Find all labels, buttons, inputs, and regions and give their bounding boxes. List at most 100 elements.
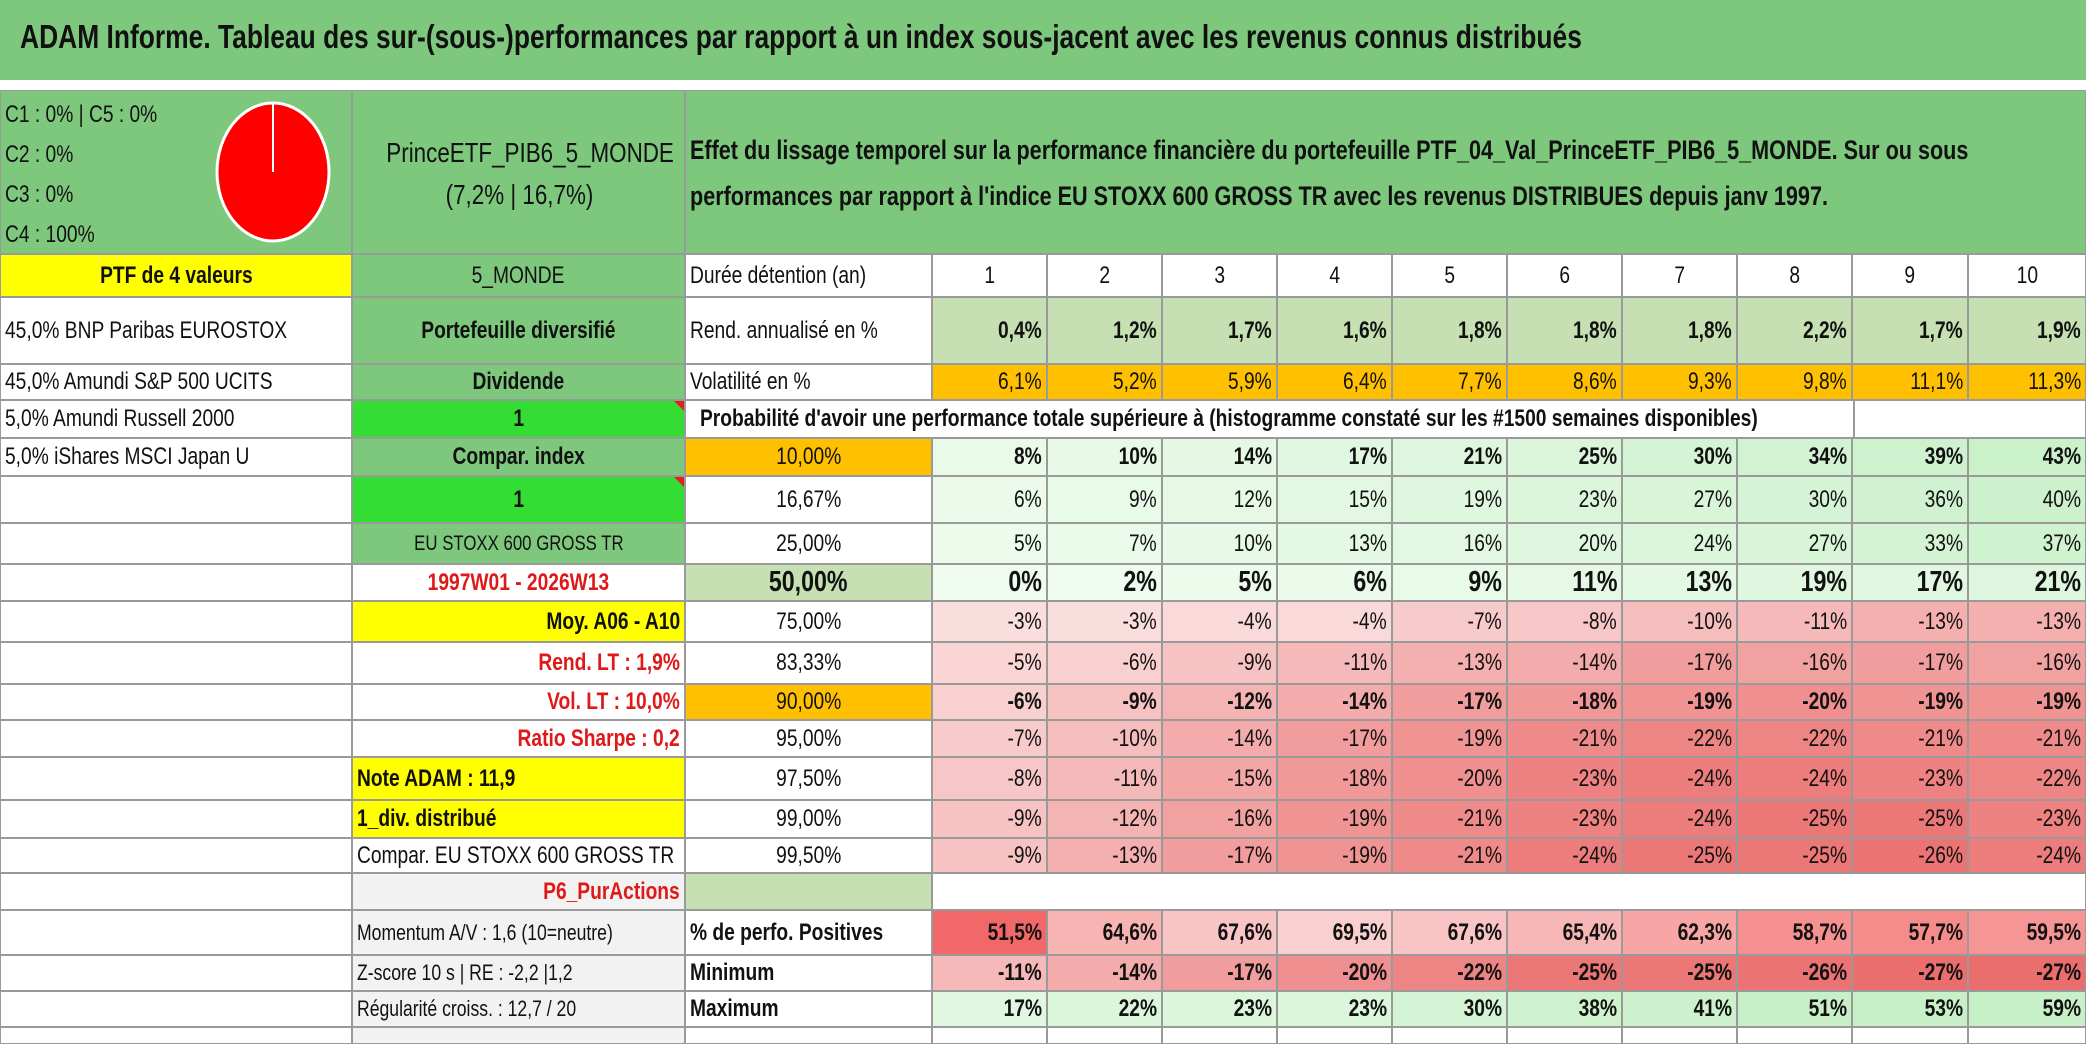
- quantile-value[interactable]: -22%: [1737, 720, 1852, 757]
- empty-cell[interactable]: [0, 720, 352, 757]
- holding-3[interactable]: 5,0% Amundi Russell 2000: [0, 400, 352, 438]
- quantile-value[interactable]: -7%: [1392, 601, 1507, 642]
- quantile-value[interactable]: 33%: [1852, 523, 1968, 564]
- quantile-value[interactable]: -19%: [1852, 684, 1968, 720]
- empty-cell[interactable]: [1392, 1027, 1507, 1044]
- quantile-label[interactable]: 75,00%: [685, 601, 932, 642]
- quantile-value[interactable]: -25%: [1622, 838, 1737, 873]
- index-name-cell[interactable]: EU STOXX 600 GROSS TR: [352, 523, 685, 564]
- vol-lt-cell[interactable]: Vol. LT : 10,0%: [352, 684, 685, 720]
- quantile-value[interactable]: 2%: [1047, 564, 1162, 601]
- quantile-value[interactable]: -24%: [1622, 800, 1737, 838]
- quantile-value[interactable]: 10%: [1047, 438, 1162, 476]
- pos-value[interactable]: 69,5%: [1277, 910, 1392, 955]
- rend-label[interactable]: Rend. annualisé en %: [685, 297, 932, 364]
- quantile-value[interactable]: 17%: [1277, 438, 1392, 476]
- year-header-10[interactable]: 10: [1968, 254, 2086, 297]
- quantile-value[interactable]: -19%: [1622, 684, 1737, 720]
- rend-value[interactable]: 1,9%: [1968, 297, 2086, 364]
- quantile-value[interactable]: -20%: [1392, 757, 1507, 800]
- quantile-value[interactable]: -9%: [932, 800, 1047, 838]
- empty-cell[interactable]: [1968, 1027, 2086, 1044]
- quantile-value[interactable]: -3%: [1047, 601, 1162, 642]
- empty-cell[interactable]: [0, 757, 352, 800]
- quantile-value[interactable]: -23%: [1852, 757, 1968, 800]
- quantile-label[interactable]: 25,00%: [685, 523, 932, 564]
- empty-cell[interactable]: [0, 991, 352, 1027]
- min-value[interactable]: -27%: [1852, 955, 1968, 991]
- max-value[interactable]: 38%: [1507, 991, 1622, 1027]
- empty-cell[interactable]: [685, 873, 932, 910]
- dividende-cell[interactable]: Dividende: [352, 364, 685, 400]
- max-value[interactable]: 23%: [1162, 991, 1277, 1027]
- pos-value[interactable]: 67,6%: [1162, 910, 1277, 955]
- max-value[interactable]: 23%: [1277, 991, 1392, 1027]
- year-header-2[interactable]: 2: [1047, 254, 1162, 297]
- vol-label[interactable]: Volatilité en %: [685, 364, 932, 400]
- quantile-value[interactable]: -24%: [1507, 838, 1622, 873]
- quantile-label[interactable]: 10,00%: [685, 438, 932, 476]
- quantile-value[interactable]: -24%: [1737, 757, 1852, 800]
- empty-cell[interactable]: [0, 523, 352, 564]
- duree-label[interactable]: Durée détention (an): [685, 254, 932, 297]
- min-value[interactable]: -25%: [1507, 955, 1622, 991]
- quantile-value[interactable]: -4%: [1277, 601, 1392, 642]
- min-value[interactable]: -26%: [1737, 955, 1852, 991]
- max-label[interactable]: Maximum: [685, 991, 932, 1027]
- quantile-value[interactable]: 24%: [1622, 523, 1737, 564]
- quantile-value[interactable]: -9%: [932, 838, 1047, 873]
- quantile-value[interactable]: 19%: [1737, 564, 1852, 601]
- quantile-value[interactable]: 13%: [1622, 564, 1737, 601]
- quantile-value[interactable]: 37%: [1968, 523, 2086, 564]
- vol-value[interactable]: 5,9%: [1162, 364, 1277, 400]
- year-header-5[interactable]: 5: [1392, 254, 1507, 297]
- holding-4[interactable]: 5,0% iShares MSCI Japan U: [0, 438, 352, 476]
- pos-value[interactable]: 64,6%: [1047, 910, 1162, 955]
- year-header-3[interactable]: 3: [1162, 254, 1277, 297]
- empty-cell[interactable]: [1162, 1027, 1277, 1044]
- empty-cell[interactable]: [1507, 1027, 1622, 1044]
- vol-value[interactable]: 11,1%: [1852, 364, 1968, 400]
- empty-cell[interactable]: [0, 1027, 352, 1044]
- quantile-value[interactable]: -4%: [1162, 601, 1277, 642]
- quantile-value[interactable]: -14%: [1162, 720, 1277, 757]
- quantile-value[interactable]: 27%: [1622, 476, 1737, 523]
- quantile-value[interactable]: -21%: [1852, 720, 1968, 757]
- quantile-value[interactable]: 16%: [1392, 523, 1507, 564]
- empty-cell[interactable]: [1854, 400, 2086, 438]
- quantile-value[interactable]: 39%: [1852, 438, 1968, 476]
- quantile-value[interactable]: 6%: [932, 476, 1047, 523]
- max-value[interactable]: 51%: [1737, 991, 1852, 1027]
- max-value[interactable]: 17%: [932, 991, 1047, 1027]
- momentum-cell[interactable]: Momentum A/V : 1,6 (10=neutre): [352, 910, 685, 955]
- year-header-6[interactable]: 6: [1507, 254, 1622, 297]
- quantile-value[interactable]: -25%: [1737, 800, 1852, 838]
- quantile-value[interactable]: 30%: [1622, 438, 1737, 476]
- empty-cell[interactable]: [932, 873, 2086, 910]
- quantile-value[interactable]: 25%: [1507, 438, 1622, 476]
- quantile-value[interactable]: -23%: [1968, 800, 2086, 838]
- quantile-value[interactable]: 40%: [1968, 476, 2086, 523]
- rend-value[interactable]: 1,7%: [1162, 297, 1277, 364]
- pos-label[interactable]: % de perfo. Positives: [685, 910, 932, 955]
- min-value[interactable]: -25%: [1622, 955, 1737, 991]
- max-value[interactable]: 41%: [1622, 991, 1737, 1027]
- quantile-label[interactable]: 83,33%: [685, 642, 932, 684]
- quantile-value[interactable]: -13%: [1047, 838, 1162, 873]
- empty-cell[interactable]: [0, 684, 352, 720]
- max-value[interactable]: 22%: [1047, 991, 1162, 1027]
- div-distribue-cell[interactable]: 1_div. distribué: [352, 800, 685, 838]
- quantile-value[interactable]: -17%: [1622, 642, 1737, 684]
- quantile-value[interactable]: 34%: [1737, 438, 1852, 476]
- quantile-value[interactable]: 10%: [1162, 523, 1277, 564]
- moy-cell[interactable]: Moy. A06 - A10: [352, 601, 685, 642]
- quantile-value[interactable]: -11%: [1047, 757, 1162, 800]
- min-value[interactable]: -22%: [1392, 955, 1507, 991]
- quantile-value[interactable]: 17%: [1852, 564, 1968, 601]
- portfolio-type-cell[interactable]: Portefeuille diversifié: [352, 297, 685, 364]
- quantile-value[interactable]: 19%: [1392, 476, 1507, 523]
- quantile-value[interactable]: -14%: [1507, 642, 1622, 684]
- quantile-value[interactable]: -9%: [1162, 642, 1277, 684]
- quantile-value[interactable]: 20%: [1507, 523, 1622, 564]
- pos-value[interactable]: 51,5%: [932, 910, 1047, 955]
